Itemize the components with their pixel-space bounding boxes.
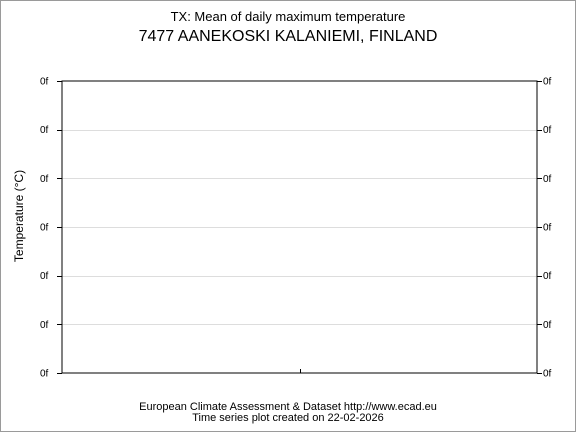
y-tick-label-right: 0f [543,125,552,136]
footer-source: European Climate Assessment & Dataset ht… [139,401,437,413]
y-tick-label-left: 0f [40,223,49,234]
y-tick-label-right: 0f [543,271,552,282]
footer-created: Time series plot created on 22-02-2026 [192,412,384,424]
chart-title: TX: Mean of daily maximum temperature [170,9,406,24]
y-tick-label-left: 0f [40,77,49,88]
gridlines [62,130,537,325]
y-tick-label-right: 0f [543,174,552,185]
y-tick-label-left: 0f [40,320,49,331]
y-tick-label-left: 0f [40,174,49,185]
y-tick-label-right: 0f [543,369,552,380]
chart-subtitle: 7477 AANEKOSKI KALANIEMI, FINLAND [138,28,438,45]
axis-ticks: 0f 0f 0f 0f 0f 0f 0f 0f 0f 0f 0f 0f 0f 0f [40,77,552,380]
y-tick-label-left: 0f [40,125,49,136]
y-tick-label-right: 0f [543,223,552,234]
y-tick-label-left: 0f [40,369,49,380]
y-tick-label-right: 0f [543,77,552,88]
y-tick-label-right: 0f [543,320,552,331]
y-tick-label-left: 0f [40,271,49,282]
